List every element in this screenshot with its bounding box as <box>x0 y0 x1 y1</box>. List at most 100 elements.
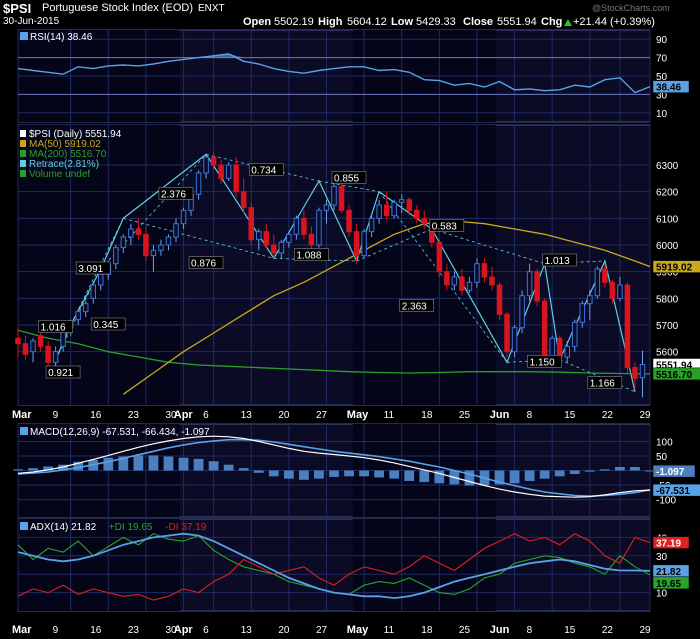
candle-body <box>504 313 510 353</box>
macd-histogram-bar <box>103 457 114 471</box>
retrace-label-box <box>90 317 126 331</box>
candle-body <box>639 363 646 379</box>
candle-body <box>15 337 21 345</box>
candle-body <box>82 303 89 313</box>
x-axis-tick-label: 27 <box>316 625 328 636</box>
minus-di-last-value-bg <box>652 536 690 549</box>
candle-body <box>572 321 578 347</box>
candle-body <box>526 271 533 297</box>
macd-histogram-bar <box>43 466 53 471</box>
macd-histogram-bar <box>464 470 475 486</box>
candle-body <box>52 351 59 363</box>
macd-histogram-bar <box>615 467 625 471</box>
retrace-label: 2.363 <box>402 301 427 312</box>
change-label: Chg <box>541 16 563 28</box>
price-tick-label: 6100 <box>656 214 679 225</box>
x-axis-tick-label: Apr <box>174 624 194 636</box>
retrace-label: 0.855 <box>334 173 359 184</box>
price-legend-item: Volume undef <box>29 169 90 180</box>
x-axis-tick-label: Apr <box>174 409 194 421</box>
candle-body <box>165 236 172 246</box>
candle-body <box>218 164 224 179</box>
price-tick-label: 5900 <box>656 268 679 279</box>
candle-body <box>195 172 202 195</box>
x-axis-tick-label: 6 <box>203 625 209 636</box>
macd-tick-label: 100 <box>656 437 673 448</box>
candle-body <box>286 233 292 243</box>
x-axis-tick-label: Jun <box>490 409 510 421</box>
candle-body <box>496 284 503 315</box>
retrace-label: 0.921 <box>48 368 73 379</box>
macd-histogram-bar <box>554 470 565 477</box>
macd-histogram-bar <box>389 470 400 479</box>
price-legend-item: MA(50) 5919.02 <box>29 139 101 150</box>
macd-histogram-bar <box>569 470 580 474</box>
rsi-legend: RSI(14) 38.46 <box>30 32 93 43</box>
low-value: 5429.33 <box>416 16 456 28</box>
retrace-dashed-line <box>431 228 545 265</box>
candle-body <box>383 204 390 217</box>
candle-body <box>602 268 608 283</box>
price-tick-label: 6000 <box>656 241 679 252</box>
ma200-last-value-bg <box>652 367 700 381</box>
x-axis-tick-label: 11 <box>384 410 395 421</box>
candle-body <box>75 311 81 321</box>
rsi-last-value: 38.46 <box>656 83 681 94</box>
x-axis-tick-label: 23 <box>128 625 140 636</box>
x-axis-tick-label: 25 <box>459 625 471 636</box>
x-axis-tick-label: Mar <box>12 409 32 421</box>
retrace-label-box <box>542 253 577 267</box>
candle-body <box>414 209 420 219</box>
candle-body <box>240 191 247 209</box>
macd-histogram-bar <box>329 470 339 477</box>
macd-histogram-bar <box>344 470 354 477</box>
candle-body <box>323 204 330 211</box>
candle-body <box>594 268 601 297</box>
macd-histogram-bar <box>268 470 279 477</box>
line-icon <box>20 150 26 157</box>
ma200-line <box>17 329 651 375</box>
candle-icon <box>20 130 26 137</box>
macd-signal-line <box>17 438 651 497</box>
candle-body <box>37 335 44 347</box>
candle-body <box>22 343 29 355</box>
line-icon <box>20 140 26 147</box>
adx-last-value: 21.82 <box>656 567 681 578</box>
candle-body <box>308 233 315 246</box>
macd-histogram-bar <box>645 470 655 472</box>
x-axis-tick-label: 25 <box>459 410 471 421</box>
low-label: Low <box>391 16 413 28</box>
candle-body <box>143 233 149 257</box>
macd-tick-label: 50 <box>656 452 668 463</box>
x-axis-tick-label: 11 <box>384 625 395 636</box>
rsi-last-value-bg <box>652 80 690 93</box>
rsi-tick-label: 90 <box>656 35 668 46</box>
rsi-tick-label: 30 <box>656 90 668 101</box>
candle-body <box>436 241 443 273</box>
candle-body <box>278 241 285 254</box>
adx-tick-label: 10 <box>656 589 668 600</box>
minus-di-line <box>17 533 651 601</box>
candle-body <box>632 367 638 379</box>
candle-body <box>398 199 405 203</box>
ma200-last-value: 5516.70 <box>656 370 693 381</box>
chart-header: $PSI Portuguese Stock Index (EOD) ENXT 3… <box>0 0 700 30</box>
ma50-last-value: 5919.02 <box>656 263 693 274</box>
retrace-label-box <box>331 171 367 184</box>
close-value: 5551.94 <box>497 16 537 28</box>
candle-body <box>233 164 239 193</box>
x-axis-tick-label: Mar <box>12 624 32 636</box>
x-axis-tick-label: 22 <box>602 410 614 421</box>
x-axis-tick-label: 13 <box>241 410 253 421</box>
x-axis-tick-label: 9 <box>53 410 59 421</box>
macd-tick-label: -100 <box>656 496 676 507</box>
plus-di-last-value: 19.65 <box>656 579 681 590</box>
candle-body <box>113 247 119 265</box>
macd-histogram-bar <box>404 470 415 481</box>
candle-body <box>128 228 134 238</box>
adx-panel: 10203040ADX(14) 21.82+DI 19.65-DI 37.193… <box>17 518 690 612</box>
macd-line <box>17 435 651 498</box>
x-axis-tick-label: 20 <box>278 625 290 636</box>
adx-tick-label: 30 <box>656 552 668 563</box>
